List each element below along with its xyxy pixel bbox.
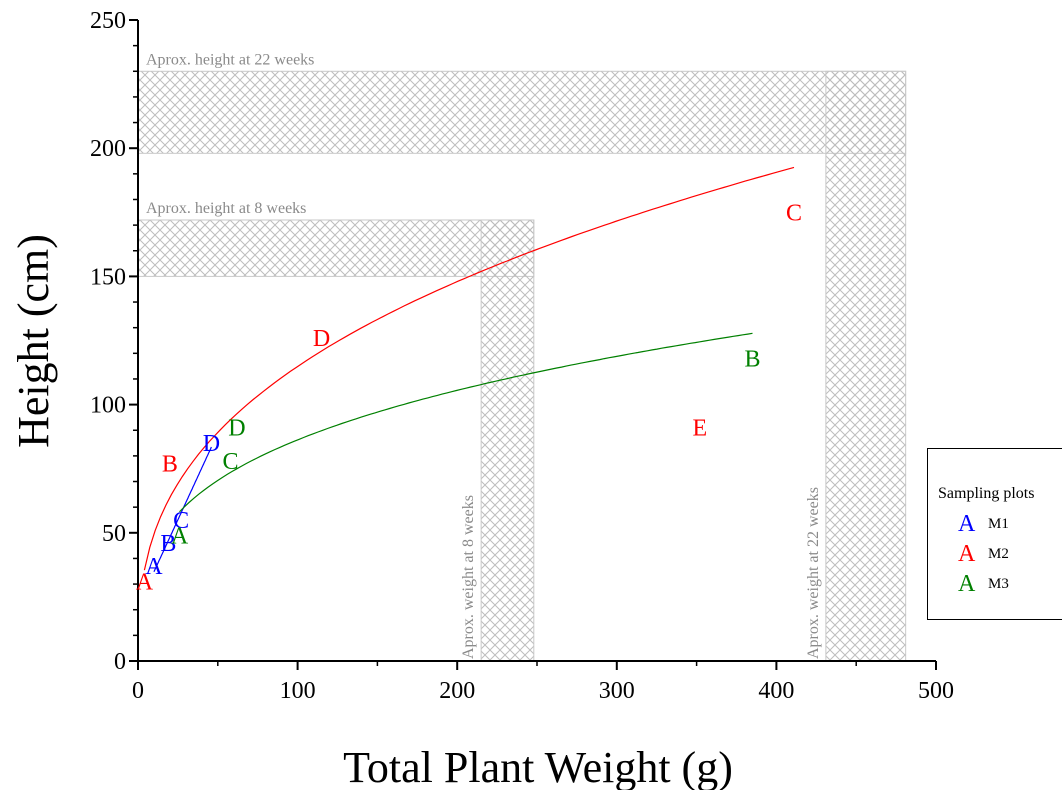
x-tick-label-1: 100 <box>280 678 316 704</box>
legend-glyph-m2: A <box>958 541 976 567</box>
legend-title: Sampling plots <box>938 485 1035 502</box>
point-m1-a: A <box>145 554 163 580</box>
legend-entry-m3: A M3 <box>958 571 1009 597</box>
point-m2-e: E <box>692 416 707 442</box>
y-axis-title: Height (cm) <box>9 234 58 448</box>
band-label-1: Aprox. height at 8 weeks <box>146 200 306 217</box>
y-tick-label-5: 250 <box>90 8 126 34</box>
point-m2-a: A <box>136 570 154 596</box>
axes: 0 100 200 300 400 500 0 50 100 150 200 250 <box>90 8 954 704</box>
x-tick-label-5: 500 <box>918 678 954 704</box>
point-m1-c: C <box>173 508 189 534</box>
point-m3-b: B <box>744 346 760 372</box>
point-m3-c: C <box>223 449 239 475</box>
band-label-2: Aprox. weight at 8 weeks <box>460 495 477 659</box>
reference-bands: Aprox. height at 22 weeks Aprox. height a… <box>137 51 907 662</box>
point-m2-d: D <box>313 326 330 352</box>
band-3 <box>825 70 907 662</box>
y-tick-label-0: 0 <box>114 649 126 675</box>
legend-glyph-m3: A <box>958 571 976 597</box>
y-tick-label-2: 100 <box>90 393 126 419</box>
point-m3-d: D <box>228 416 245 442</box>
y-tick-label-1: 50 <box>102 521 126 547</box>
fit-curve-m1 <box>153 446 212 573</box>
point-m2-b: B <box>162 452 178 478</box>
fit-curve-m3 <box>179 332 753 513</box>
legend-label-m3: M3 <box>988 576 1009 592</box>
band-label-3: Aprox. weight at 22 weeks <box>805 487 822 659</box>
legend-entry-m1: A M1 <box>958 511 1009 537</box>
fit-curves <box>143 166 795 573</box>
legend-label-m1: M1 <box>988 516 1009 532</box>
legend-glyph-m1: A <box>958 511 976 537</box>
point-m1-b: B <box>160 531 176 557</box>
y-tick-label-3: 150 <box>90 264 126 290</box>
x-axis-title: Total Plant Weight (g) <box>343 743 733 790</box>
x-tick-label-2: 200 <box>439 678 475 704</box>
band-1 <box>137 219 535 277</box>
point-m3-a: A <box>171 523 189 549</box>
legend: Sampling plots A M1 A M2 A M3 <box>927 448 1062 620</box>
legend-label-m2: M2 <box>988 546 1009 562</box>
legend-entry-m2: A M2 <box>958 541 1009 567</box>
band-label-0: Aprox. height at 22 weeks <box>146 51 314 68</box>
x-tick-label-4: 400 <box>758 678 794 704</box>
x-tick-label-0: 0 <box>132 678 144 704</box>
x-tick-label-3: 300 <box>599 678 635 704</box>
fit-curve-m2 <box>143 166 795 571</box>
point-m1-d: D <box>203 431 220 457</box>
band-0 <box>137 70 907 154</box>
point-m2-c: C <box>786 200 802 226</box>
band-2 <box>480 219 535 662</box>
y-tick-label-4: 200 <box>90 136 126 162</box>
